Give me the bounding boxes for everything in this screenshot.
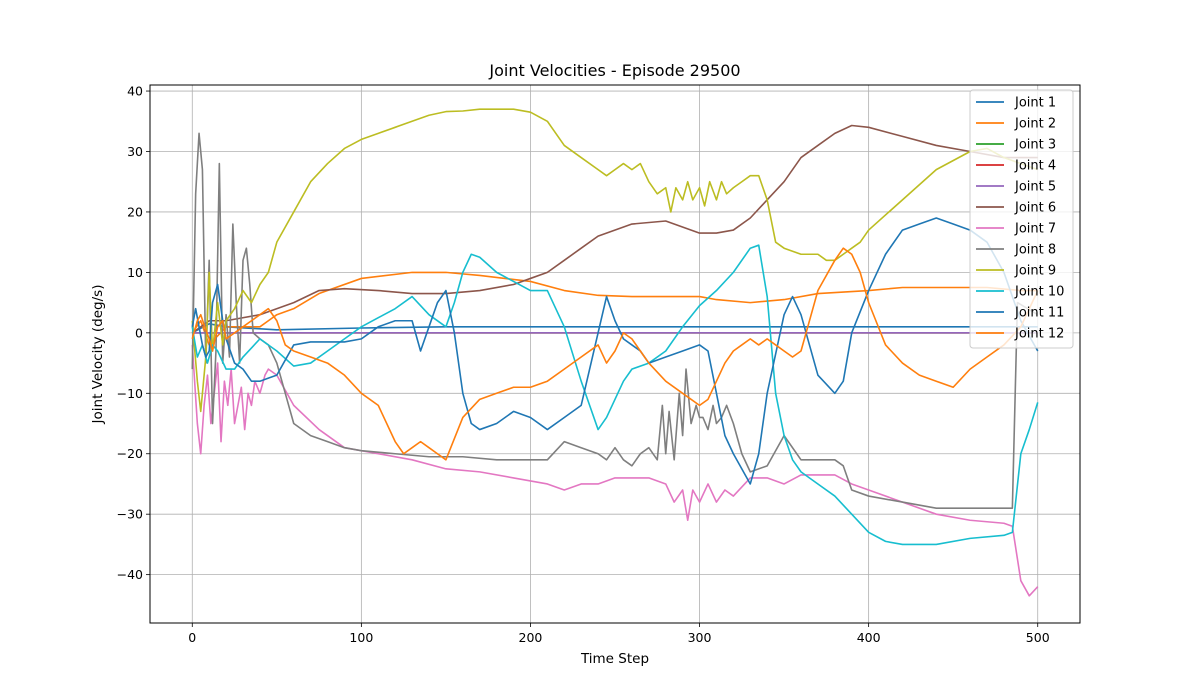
legend-label: Joint 6 (1014, 201, 1056, 216)
y-tick-label: −40 (117, 567, 143, 582)
legend-label: Joint 5 (1014, 180, 1056, 195)
x-tick-label: 200 (519, 630, 543, 645)
x-tick-label: 500 (1026, 630, 1050, 645)
series-line-joint-8 (191, 132, 1039, 509)
series-line-joint-11 (191, 217, 1039, 485)
series-line-joint-10 (191, 244, 1039, 546)
y-tick-label: 0 (135, 325, 143, 340)
series-lines (191, 108, 1039, 597)
series-line-joint-9 (191, 108, 1038, 413)
series-line-joint-12 (191, 247, 1039, 461)
legend-label: Joint 2 (1014, 117, 1056, 132)
y-tick-label: −20 (117, 446, 143, 461)
series-line-joint-2 (191, 271, 1038, 346)
x-tick-label: 300 (688, 630, 712, 645)
legend-label: Joint 1 (1014, 96, 1056, 111)
legend-label: Joint 4 (1014, 159, 1056, 174)
y-axis-label: Joint Velocity (deg/s) (90, 285, 106, 425)
series-line-joint-6 (191, 124, 1038, 334)
legend-box (969, 89, 1074, 349)
legend-label: Joint 8 (1014, 243, 1056, 258)
y-tick-label: −10 (117, 386, 143, 401)
y-tick-label: 20 (127, 204, 143, 219)
legend-label: Joint 12 (1014, 327, 1064, 342)
x-tick-label: 400 (857, 630, 881, 645)
y-axis-ticks: −40 −30 −20 −10 0 10 20 30 40 (117, 84, 150, 582)
legend-label: Joint 9 (1014, 264, 1056, 279)
plot-frame (149, 84, 1081, 624)
chart-title: Joint Velocities - Episode 29500 (488, 61, 740, 80)
y-tick-label: 10 (127, 265, 143, 280)
y-tick-label: 30 (127, 144, 143, 159)
legend-label: Joint 10 (1014, 285, 1064, 300)
legend-label: Joint 7 (1014, 222, 1056, 237)
x-axis-label: Time Step (580, 651, 649, 667)
y-tick-label: −30 (117, 507, 143, 522)
x-axis-ticks: 0 100 200 300 400 500 (188, 623, 1050, 645)
x-tick-label: 100 (349, 630, 373, 645)
legend: Joint 1 Joint 2 Joint 3 Joint 4 Joint 5 Joint… (969, 89, 1074, 349)
y-tick-label: 40 (127, 84, 143, 99)
x-tick-label: 0 (188, 630, 196, 645)
legend-label: Joint 11 (1014, 306, 1064, 321)
legend-label: Joint 3 (1014, 138, 1056, 153)
series-line-joint-7 (191, 344, 1039, 597)
